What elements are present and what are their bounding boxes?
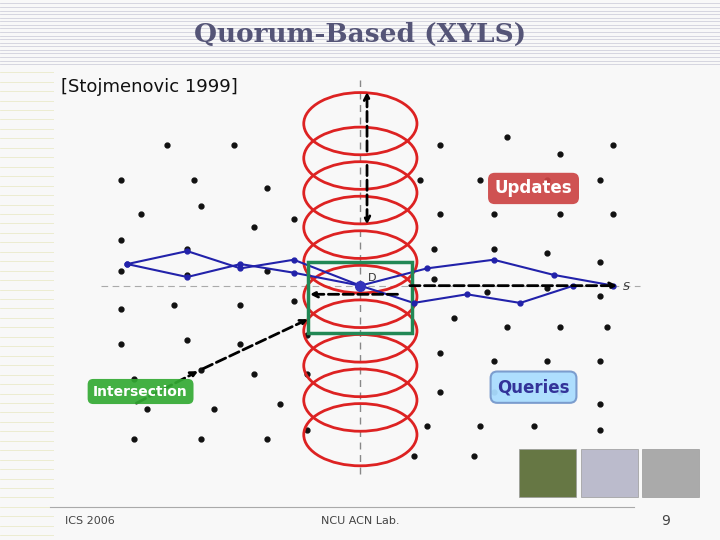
Bar — [308, 262, 413, 333]
Text: D: D — [369, 273, 377, 284]
Bar — [519, 449, 576, 497]
Text: Updates: Updates — [495, 179, 572, 198]
Text: Intersection: Intersection — [93, 384, 188, 399]
Text: 9: 9 — [661, 514, 670, 528]
Text: NCU ACN Lab.: NCU ACN Lab. — [320, 516, 400, 526]
Text: [Stojmenovic 1999]: [Stojmenovic 1999] — [60, 78, 238, 96]
Bar — [581, 449, 638, 497]
Bar — [642, 449, 699, 497]
Text: Quorum-Based (XYLS): Quorum-Based (XYLS) — [194, 22, 526, 46]
Text: ICS 2006: ICS 2006 — [65, 516, 114, 526]
Text: S: S — [624, 282, 631, 292]
Text: Queries: Queries — [498, 378, 570, 396]
